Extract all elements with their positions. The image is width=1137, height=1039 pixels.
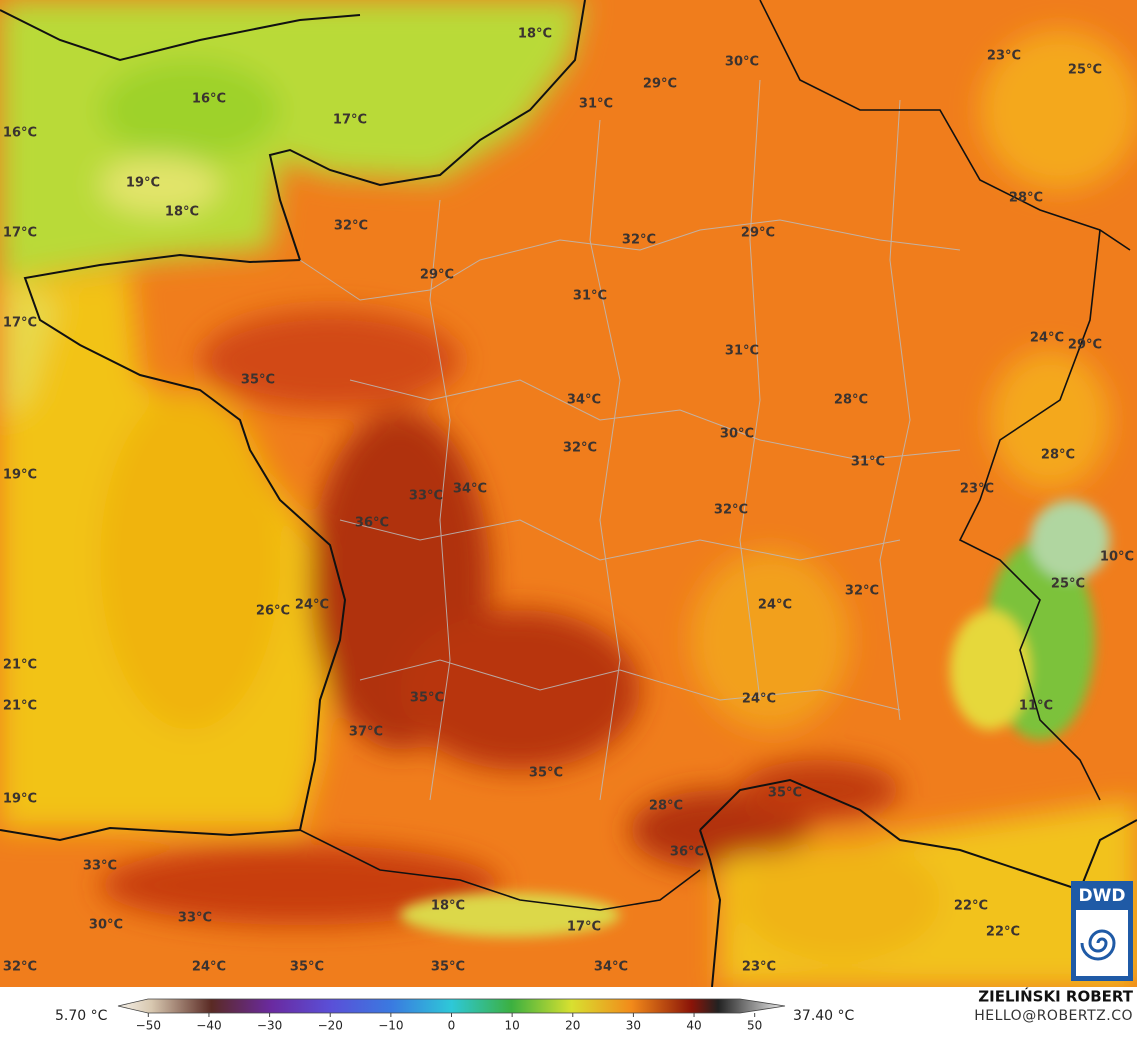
colorbar-tick-label: −10 xyxy=(378,1019,403,1033)
temperature-label: 21°C xyxy=(3,658,37,673)
temperature-label: 36°C xyxy=(670,845,704,860)
temperature-label: 18°C xyxy=(165,205,199,220)
temperature-label: 24°C xyxy=(192,960,226,975)
temperature-label: 32°C xyxy=(3,960,37,975)
temperature-label: 26°C xyxy=(256,604,290,619)
temperature-label: 25°C xyxy=(1068,63,1102,78)
temperature-label: 28°C xyxy=(834,393,868,408)
temperature-label: 25°C xyxy=(1051,577,1085,592)
colorbar xyxy=(117,998,786,1014)
temperature-label: 10°C xyxy=(1100,550,1134,565)
colorbar-ticks: −50 −40 −30 −20 −10 0 10 20 30 40 50 xyxy=(136,1013,762,1033)
temperature-label: 32°C xyxy=(334,219,368,234)
temperature-label: 31°C xyxy=(725,344,759,359)
temperature-label: 32°C xyxy=(563,441,597,456)
temperature-label: 24°C xyxy=(295,598,329,613)
temperature-label: 17°C xyxy=(567,920,601,935)
temperature-label: 23°C xyxy=(987,49,1021,64)
temperature-label: 36°C xyxy=(355,516,389,531)
temperature-label: 30°C xyxy=(720,427,754,442)
temperature-label: 35°C xyxy=(290,960,324,975)
temperature-label: 31°C xyxy=(851,455,885,470)
temperature-label: 32°C xyxy=(714,503,748,518)
temperature-label: 35°C xyxy=(768,786,802,801)
temperature-label: 30°C xyxy=(89,918,123,933)
temperature-label: 16°C xyxy=(192,92,226,107)
temperature-label: 19°C xyxy=(126,176,160,191)
temperature-label: 37°C xyxy=(349,725,383,740)
temperature-label: 35°C xyxy=(410,691,444,706)
logo-text: DWD xyxy=(1079,886,1126,906)
temperature-label: 19°C xyxy=(3,792,37,807)
temperature-label: 11°C xyxy=(1019,699,1053,714)
temperature-label: 23°C xyxy=(742,960,776,975)
temperature-label: 28°C xyxy=(1009,191,1043,206)
temperature-label: 33°C xyxy=(409,489,443,504)
temperature-label: 31°C xyxy=(573,289,607,304)
temperature-label: 34°C xyxy=(594,960,628,975)
temperature-label: 32°C xyxy=(845,584,879,599)
temperature-label: 35°C xyxy=(529,766,563,781)
temperature-label: 29°C xyxy=(741,226,775,241)
colorbar-min: 5.70 °C xyxy=(55,1008,108,1024)
coastline xyxy=(0,0,1137,988)
temperature-label: 23°C xyxy=(960,482,994,497)
colorbar-tick-label: −40 xyxy=(196,1019,221,1033)
colorbar-tick-label: 40 xyxy=(686,1019,701,1033)
colorbar-max: 37.40 °C xyxy=(793,1008,855,1024)
temperature-label: 31°C xyxy=(579,97,613,112)
temperature-label: 29°C xyxy=(1068,338,1102,353)
temperature-label: 34°C xyxy=(567,393,601,408)
borders xyxy=(299,79,961,801)
temperature-label: 22°C xyxy=(986,925,1020,940)
temperature-label: 30°C xyxy=(725,55,759,70)
colorbar-tick-label: 20 xyxy=(565,1019,580,1033)
credit-email: HELLO@ROBERTZ.CO xyxy=(974,1008,1133,1024)
temperature-label: 19°C xyxy=(3,468,37,483)
temperature-label: 35°C xyxy=(241,373,275,388)
temperature-label: 18°C xyxy=(518,27,552,42)
temperature-label: 32°C xyxy=(622,233,656,248)
temperature-label: 35°C xyxy=(431,960,465,975)
temperature-label: 33°C xyxy=(178,911,212,926)
temperature-label: 33°C xyxy=(83,859,117,874)
colorbar-tick-label: 30 xyxy=(626,1019,641,1033)
dwd-logo: DWD xyxy=(1071,881,1133,981)
temperature-label: 29°C xyxy=(420,268,454,283)
temperature-label: 28°C xyxy=(1041,448,1075,463)
temperature-label: 24°C xyxy=(1030,331,1064,346)
credit-name: ZIELIŃSKI ROBERT xyxy=(978,987,1133,1006)
map-background xyxy=(0,0,1137,987)
national-border xyxy=(299,0,1131,911)
colorbar-tick-label: −30 xyxy=(257,1019,282,1033)
temperature-label: 29°C xyxy=(643,77,677,92)
temperature-label: 18°C xyxy=(431,899,465,914)
temperature-label: 22°C xyxy=(954,899,988,914)
colorbar-tick-label: 50 xyxy=(747,1019,762,1033)
colorbar-tick-label: −50 xyxy=(136,1019,161,1033)
temperature-labels: 18°C 30°C 23°C 25°C 29°C 31°C 16°C 17°C 16°C 19°C… xyxy=(3,27,1134,975)
temperature-label: 24°C xyxy=(758,598,792,613)
temperature-label: 34°C xyxy=(453,482,487,497)
temperature-label: 17°C xyxy=(3,316,37,331)
temperature-label: 28°C xyxy=(649,799,683,814)
temperature-label: 24°C xyxy=(742,692,776,707)
temperature-label: 17°C xyxy=(333,113,367,128)
temperature-label: 21°C xyxy=(3,699,37,714)
colorbar-tick-label: 0 xyxy=(448,1019,456,1033)
colorbar-tick-label: −20 xyxy=(318,1019,343,1033)
colorbar-tick-label: 10 xyxy=(504,1019,519,1033)
temperature-label: 17°C xyxy=(3,226,37,241)
temperature-label: 16°C xyxy=(3,126,37,141)
